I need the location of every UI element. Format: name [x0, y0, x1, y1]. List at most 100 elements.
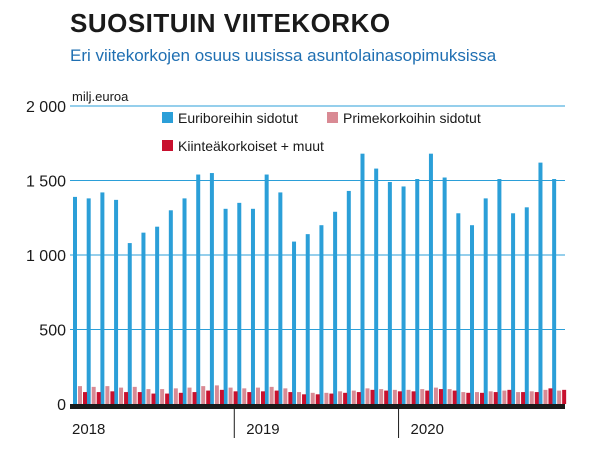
bar-euribor	[100, 192, 105, 404]
bar-fixed	[233, 391, 238, 404]
bar-prime	[488, 391, 493, 404]
bar-prime	[529, 391, 534, 404]
bar-fixed	[425, 390, 430, 404]
bar-euribor	[278, 192, 283, 404]
bar-fixed	[302, 394, 307, 404]
chart-subtitle: Eri viitekorkojen osuus uusissa asuntola…	[70, 46, 497, 65]
bar-fixed	[397, 391, 402, 404]
bar-fixed	[151, 393, 156, 404]
bar-prime	[283, 388, 288, 404]
legend-label: Kiinteäkorkoiset + muut	[178, 138, 324, 154]
bar-prime	[557, 390, 562, 404]
y-tick-label: 2 000	[26, 99, 66, 116]
bar-euribor	[209, 173, 214, 404]
bar-euribor	[470, 225, 475, 404]
grid-lines	[70, 105, 565, 330]
bar-euribor	[168, 210, 173, 404]
bar-prime	[475, 392, 480, 404]
bar-prime	[255, 387, 260, 404]
bar-fixed	[480, 392, 485, 404]
bar-euribor	[319, 225, 324, 404]
bar-prime	[160, 389, 165, 404]
bar-euribor	[264, 174, 269, 404]
bar-prime	[379, 389, 384, 404]
y-tick-label: 1 500	[26, 174, 66, 191]
bar-fixed	[343, 392, 348, 404]
bar-prime	[297, 392, 302, 404]
bar-fixed	[411, 391, 416, 404]
bar-prime	[433, 387, 438, 404]
bar-fixed	[96, 392, 101, 404]
bar-prime	[338, 391, 343, 404]
bar-euribor	[333, 211, 338, 404]
bar-euribor	[401, 186, 406, 404]
bar-prime	[447, 389, 452, 404]
y-tick-label: 0	[57, 397, 66, 414]
bar-euribor	[552, 179, 557, 404]
bar-fixed	[137, 392, 142, 404]
bar-prime	[119, 387, 124, 404]
bar-euribor	[483, 198, 488, 404]
bar-prime	[392, 389, 397, 404]
bar-fixed	[521, 392, 526, 404]
bar-fixed	[562, 389, 567, 404]
legend: Euriboreihin sidotut Primekorkoihin sidot…	[162, 110, 481, 154]
bar-fixed	[356, 392, 361, 404]
bar-prime	[365, 388, 370, 404]
bar-prime	[324, 392, 329, 404]
bar-euribor	[415, 179, 420, 404]
bar-euribor	[346, 190, 351, 404]
bar-prime	[269, 386, 274, 404]
bar-euribor	[511, 213, 516, 404]
bar-fixed	[260, 391, 265, 404]
bar-prime	[187, 387, 192, 404]
bar-euribor	[250, 208, 255, 404]
bar-fixed	[178, 392, 183, 404]
bar-prime	[242, 388, 247, 404]
bar-prime	[516, 392, 521, 404]
bar-prime	[420, 389, 425, 404]
bar-prime	[173, 388, 178, 404]
legend-label: Primekorkoihin sidotut	[343, 110, 481, 126]
bar-fixed	[124, 392, 129, 404]
bar-euribor	[292, 241, 297, 404]
bar-euribor	[86, 198, 91, 404]
legend-label: Euriboreihin sidotut	[178, 110, 298, 126]
bar-fixed	[192, 392, 197, 404]
bar-prime	[105, 386, 110, 404]
bar-euribor	[141, 232, 146, 404]
bar-fixed	[384, 390, 389, 404]
bar-euribor	[196, 174, 201, 404]
bar-euribor	[456, 213, 461, 404]
bar-prime	[214, 385, 219, 405]
legend-swatch	[162, 140, 173, 151]
bar-fixed	[466, 392, 471, 404]
legend-swatch	[162, 112, 173, 123]
y-axis-ticks: 0 500 1 000 1 500 2 000	[26, 99, 66, 414]
bar-prime	[351, 390, 356, 404]
bar-prime	[78, 386, 82, 404]
bar-fixed	[329, 393, 334, 404]
bar-euribor	[223, 208, 228, 404]
year-label: 2020	[411, 421, 444, 438]
bar-euribor	[182, 198, 187, 404]
year-label: 2018	[72, 421, 105, 438]
bar-prime	[228, 387, 233, 404]
bar-euribor	[374, 168, 379, 404]
bar-prime	[132, 386, 137, 404]
bar-prime	[201, 386, 206, 404]
bar-fixed	[110, 391, 115, 404]
bar-fixed	[165, 393, 170, 404]
bar-euribor	[428, 153, 433, 404]
bar-fixed	[438, 389, 443, 404]
bar-euribor	[387, 181, 392, 404]
bar-prime	[502, 390, 507, 404]
y-tick-label: 500	[39, 323, 66, 340]
bar-fixed	[247, 392, 252, 404]
bar-euribor	[155, 226, 160, 404]
bar-prime	[406, 389, 411, 404]
y-tick-label: 1 000	[26, 248, 66, 265]
bar-fixed	[315, 394, 320, 404]
